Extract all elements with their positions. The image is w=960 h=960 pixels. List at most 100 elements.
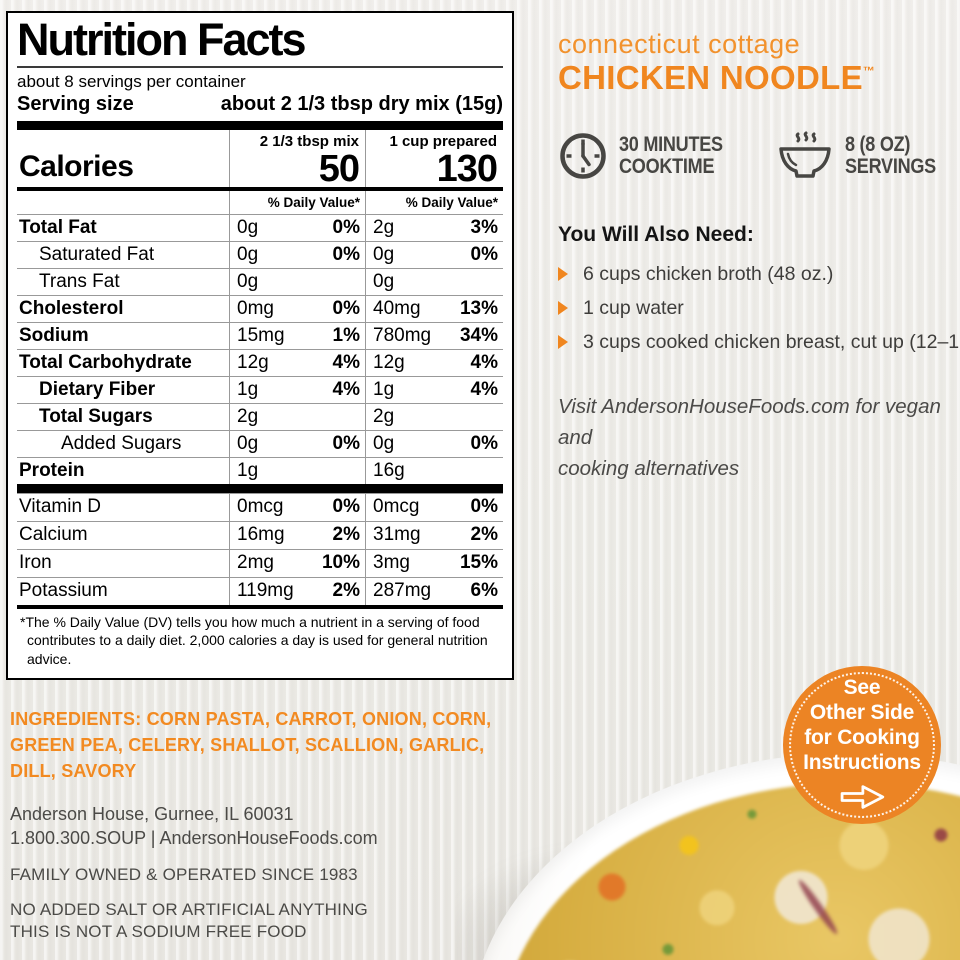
nutrient-name: Dietary Fiber bbox=[39, 378, 156, 400]
soup-bowl-photo bbox=[455, 715, 960, 960]
no-added-salt-block: NO ADDED SALT OR ARTIFICIAL ANYTHING THI… bbox=[10, 899, 515, 943]
nutrient-name: Added Sugars bbox=[61, 432, 182, 454]
badge-text-line: See bbox=[843, 676, 881, 700]
also-need-heading: You Will Also Need: bbox=[558, 223, 754, 247]
nutrient-name: Total Sugars bbox=[39, 405, 153, 427]
amount-dry-mix: 0mcg bbox=[229, 493, 297, 521]
also-need-item: 3 cups cooked chicken breast, cut up (12… bbox=[558, 331, 960, 354]
no-added-salt-line2: THIS IS NOT A SODIUM FREE FOOD bbox=[10, 922, 307, 942]
daily-value-header-row: % Daily Value* % Daily Value* bbox=[17, 190, 503, 214]
soup-bowl-steam-icon bbox=[778, 131, 831, 179]
medium-divider-bar bbox=[17, 604, 503, 609]
amount-dry-mix: 0g bbox=[229, 268, 297, 295]
nutrient-name: Total Carbohydrate bbox=[19, 351, 192, 373]
nutrient-row: Cholesterol 0mg 0% 40mg 13% bbox=[17, 294, 503, 322]
amount-prepared: 287mg bbox=[365, 577, 435, 605]
trademark-symbol: ™ bbox=[862, 63, 875, 78]
daily-value-prepared: 2% bbox=[470, 523, 498, 545]
amount-dry-mix: 15mg bbox=[229, 322, 297, 349]
amount-dry-mix: 2mg bbox=[229, 549, 297, 577]
cooktime-line2: COOKTIME bbox=[619, 155, 715, 179]
amount-dry-mix: 0g bbox=[229, 241, 297, 268]
daily-value-prepared: 13% bbox=[459, 297, 498, 319]
nutrient-row: Saturated Fat 0g 0% 0g 0% bbox=[17, 240, 503, 268]
triangle-bullet-icon bbox=[558, 301, 568, 316]
amount-prepared: 1g bbox=[365, 376, 435, 403]
nutrition-facts-label: Nutrition Facts about 8 servings per con… bbox=[6, 11, 514, 680]
servings-per-container: about 8 servings per container bbox=[17, 71, 246, 91]
see-other-side-badge: See Other Side for Cooking Instructions bbox=[783, 666, 941, 824]
daily-value-dry-mix: 0% bbox=[332, 216, 360, 238]
daily-value-prepared: 0% bbox=[470, 432, 498, 454]
amount-prepared: 12g bbox=[365, 349, 435, 376]
quick-info-row: 30 MINUTES COOKTIME 8 (8 OZ) SERVINGS bbox=[558, 131, 960, 181]
product-info-panel: connecticut cottage CHICKEN NOODLE™ 30 M… bbox=[558, 29, 960, 485]
amount-prepared: 31mg bbox=[365, 521, 435, 549]
amount-dry-mix: 0mg bbox=[229, 295, 297, 322]
servings-text: 8 (8 OZ) SERVINGS bbox=[845, 134, 936, 178]
nutrient-row: Dietary Fiber 1g 4% 1g 4% bbox=[17, 375, 503, 403]
also-need-item-text: 1 cup water bbox=[583, 297, 684, 320]
amount-dry-mix: 2g bbox=[229, 403, 297, 430]
nutrient-name: Protein bbox=[19, 459, 85, 481]
nutrient-rows: Total Fat 0g 0% 2g 3% Saturated Fat 0g 0% 0g 0% Tr… bbox=[17, 213, 503, 484]
calories-value-dry-mix: 50 bbox=[318, 147, 360, 190]
product-subtitle: connecticut cottage bbox=[558, 29, 801, 59]
nutrient-row: Sodium 15mg 1% 780mg 34% bbox=[17, 321, 503, 349]
daily-value-dry-mix: 10% bbox=[321, 551, 360, 573]
amount-dry-mix: 0g bbox=[229, 430, 297, 457]
triangle-bullet-icon bbox=[558, 267, 568, 282]
daily-value-dry-mix: 0% bbox=[332, 495, 360, 517]
daily-value-prepared bbox=[435, 458, 503, 484]
daily-value-header: % Daily Value* bbox=[229, 190, 365, 214]
clock-icon bbox=[560, 133, 606, 180]
daily-value-dry-mix: 0% bbox=[332, 297, 360, 319]
badge-text: See Other Side for Cooking Instructions bbox=[803, 676, 921, 775]
company-address: Anderson House, Gurnee, IL 60031 bbox=[10, 804, 294, 825]
nutrient-row: Vitamin D 0mcg 0% 0mcg 0% bbox=[17, 492, 503, 521]
daily-value-prepared bbox=[435, 269, 503, 295]
nutrient-row: Calcium 16mg 2% 31mg 2% bbox=[17, 520, 503, 549]
amount-prepared: 0g bbox=[365, 268, 435, 295]
amount-prepared: 2g bbox=[365, 403, 435, 430]
nutrient-row: Protein 1g 16g bbox=[17, 456, 503, 484]
vegan-alternatives-note: Visit AndersonHouseFoods.com for vegan a… bbox=[558, 392, 960, 484]
daily-value-dry-mix bbox=[297, 404, 365, 430]
amount-prepared: 3mg bbox=[365, 549, 435, 577]
nutrient-row: Total Sugars 2g 2g bbox=[17, 402, 503, 430]
product-title: CHICKEN NOODLE™ bbox=[558, 58, 875, 96]
daily-value-dry-mix: 0% bbox=[332, 432, 360, 454]
onion-sliver bbox=[795, 877, 841, 937]
nutrient-row: Total Fat 0g 0% 2g 3% bbox=[17, 213, 503, 241]
calories-col-prepared: 1 cup prepared 130 bbox=[365, 130, 503, 188]
daily-value-prepared bbox=[435, 404, 503, 430]
amount-dry-mix: 1g bbox=[229, 457, 297, 484]
phone-website: 1.800.300.SOUP | AndersonHouseFoods.com bbox=[10, 827, 378, 848]
servings-line1: 8 (8 OZ) bbox=[844, 133, 910, 157]
amount-prepared: 40mg bbox=[365, 295, 435, 322]
cooktime-line1: 30 MINUTES bbox=[619, 133, 723, 157]
company-address-block: Anderson House, Gurnee, IL 60031 1.800.3… bbox=[10, 803, 515, 850]
daily-value-prepared: 4% bbox=[470, 351, 498, 373]
column-header-dry-mix: 2 1/3 tbsp mix bbox=[259, 133, 359, 151]
daily-value-dry-mix: 2% bbox=[332, 523, 360, 545]
calories-section: Calories 2 1/3 tbsp mix 50 1 cup prepare… bbox=[17, 130, 503, 190]
amount-dry-mix: 16mg bbox=[229, 521, 297, 549]
daily-value-dry-mix: 4% bbox=[332, 351, 360, 373]
daily-value-dry-mix bbox=[297, 458, 365, 484]
badge-text-line: Instructions bbox=[803, 750, 921, 774]
no-added-salt-line1: NO ADDED SALT OR ARTIFICIAL ANYTHING bbox=[10, 900, 368, 920]
nut-free-block: NUT FREE FACILITY Store in cool, dry, da… bbox=[10, 956, 515, 960]
serving-size-row: Serving size about 2 1/3 tbsp dry mix (1… bbox=[17, 92, 503, 121]
also-need-item-text: 3 cups cooked chicken breast, cut up (12… bbox=[583, 331, 960, 354]
daily-value-prepared: 0% bbox=[470, 243, 498, 265]
nutrient-row: Iron 2mg 10% 3mg 15% bbox=[17, 548, 503, 577]
daily-value-prepared: 0% bbox=[470, 495, 498, 517]
nutrient-name: Calcium bbox=[19, 523, 88, 545]
thick-divider-bar bbox=[17, 121, 503, 131]
cooktime-info: 30 MINUTES COOKTIME bbox=[558, 131, 740, 181]
ingredients-text: INGREDIENTS: CORN PASTA, CARROT, ONION, … bbox=[10, 709, 492, 782]
servings-line2: SERVINGS bbox=[844, 155, 936, 179]
left-footer: INGREDIENTS: CORN PASTA, CARROT, ONION, … bbox=[10, 706, 515, 960]
daily-value-dry-mix: 2% bbox=[332, 579, 360, 601]
